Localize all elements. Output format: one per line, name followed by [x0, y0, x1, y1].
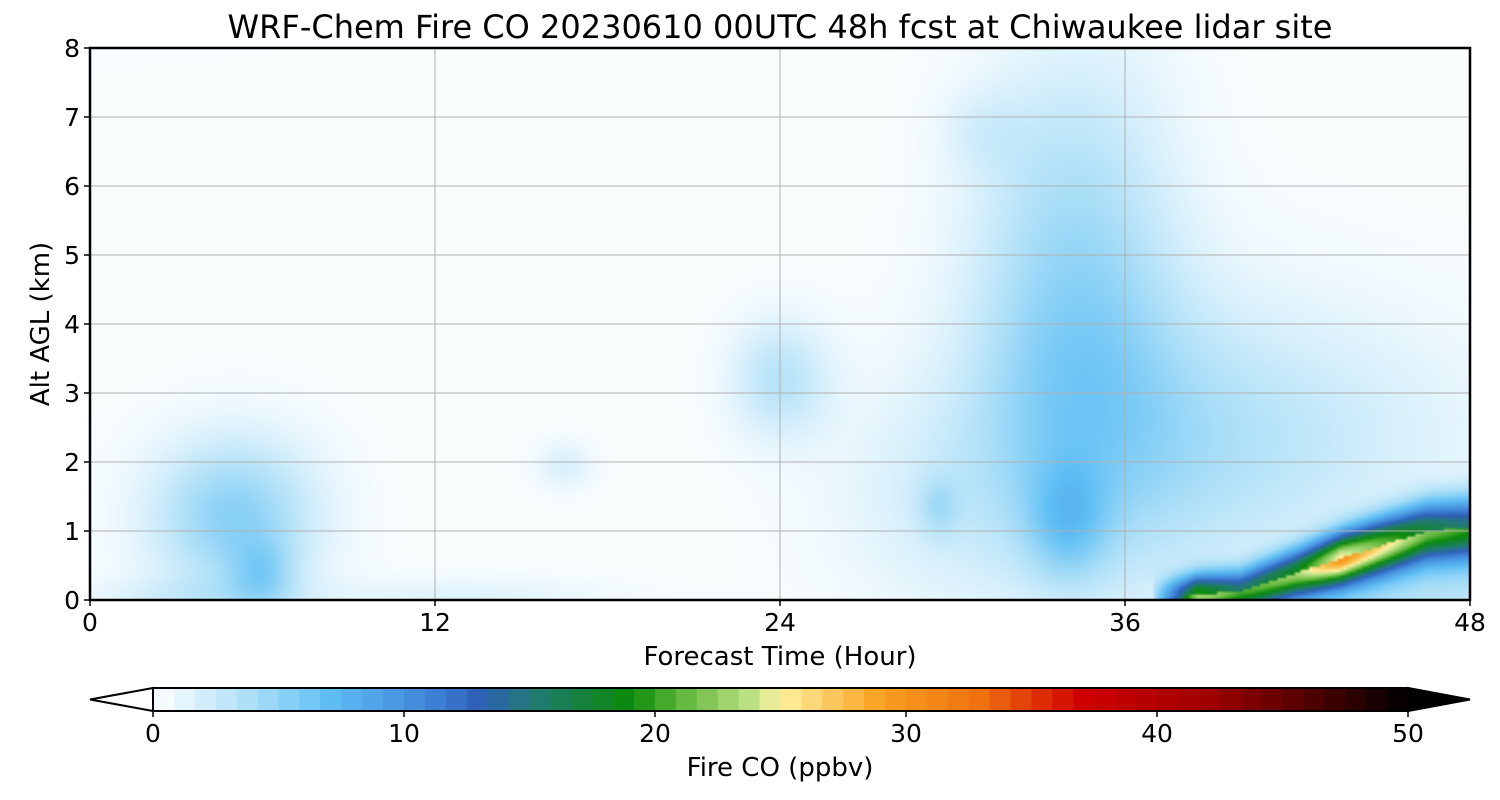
colorbar-tick-label: 0 — [145, 719, 161, 748]
colorbar-swatch — [1157, 688, 1179, 711]
y-tick-label: 4 — [64, 310, 80, 339]
colorbar-tick-label: 10 — [388, 719, 420, 748]
x-tick-label: 12 — [419, 608, 451, 637]
x-tick-label: 36 — [1109, 608, 1141, 637]
colorbar-swatch — [362, 688, 384, 711]
colorbar-swatch — [885, 688, 907, 711]
colorbar-swatch — [864, 688, 886, 711]
x-axis-ticks: 0 12 24 36 48 — [82, 600, 1486, 637]
colorbar-swatch — [1031, 688, 1054, 711]
x-tick-label: 48 — [1454, 608, 1486, 637]
colorbar-swatch — [801, 688, 823, 711]
colorbar-swatch — [550, 688, 572, 711]
colorbar-swatch — [1177, 688, 1200, 711]
colorbar-swatch — [215, 688, 238, 711]
colorbar-swatch — [173, 688, 196, 711]
colorbar-swatch — [717, 688, 740, 711]
y-tick-label: 0 — [64, 586, 80, 615]
y-axis-label: Alt AGL (km) — [26, 242, 56, 406]
y-tick-label: 1 — [64, 517, 80, 546]
colorbar-swatch — [968, 688, 991, 711]
colorbar-swatch — [341, 688, 363, 711]
colorbar-swatch — [906, 688, 928, 711]
colorbar-extend-low — [89, 686, 154, 713]
colorbar-swatch — [926, 688, 949, 711]
colorbar-swatch — [1366, 688, 1388, 711]
colorbar-swatch — [1387, 688, 1409, 711]
colorbar-swatch — [1010, 688, 1033, 711]
colorbar-swatch — [634, 688, 656, 711]
colorbar-swatch — [1324, 688, 1346, 711]
colorbar-swatch — [1198, 688, 1221, 711]
colorbar-tick-label: 50 — [1392, 719, 1424, 748]
colorbar-swatch — [1052, 688, 1074, 711]
gridlines — [90, 48, 1470, 600]
colorbar-swatch — [1073, 688, 1095, 711]
colorbar-swatch — [278, 688, 301, 711]
colorbar-swatch — [404, 688, 426, 711]
colorbar-swatch — [487, 688, 510, 711]
colorbar-swatch — [843, 688, 865, 711]
colorbar-swatch — [1240, 688, 1263, 711]
colorbar-extend-high — [1407, 686, 1471, 713]
colorbar-swatch — [529, 688, 552, 711]
colorbar-swatch — [257, 688, 280, 711]
y-tick-label: 8 — [64, 34, 80, 63]
colorbar-swatch — [299, 688, 321, 711]
colorbar-frame — [152, 687, 1409, 712]
colorbar-swatch — [989, 688, 1012, 711]
x-tick-label: 0 — [82, 608, 98, 637]
colorbar-swatch — [466, 688, 489, 711]
colorbar-swatch — [383, 688, 405, 711]
colorbar-label: Fire CO (ppbv) — [687, 753, 874, 783]
y-tick-label: 2 — [64, 448, 80, 477]
y-tick-label: 6 — [64, 172, 80, 201]
chart-title: WRF-Chem Fire CO 20230610 00UTC 48h fcst… — [228, 8, 1333, 46]
y-tick-label: 3 — [64, 379, 80, 408]
colorbar-swatch — [1261, 688, 1284, 711]
colorbar-swatch — [508, 688, 531, 711]
y-tick-label: 5 — [64, 241, 80, 270]
colorbar-swatch — [759, 688, 782, 711]
y-axis-ticks: 0 1 2 3 4 5 6 7 8 — [64, 34, 90, 615]
colorbar-swatch — [655, 688, 677, 711]
colorbar-swatch — [675, 688, 698, 711]
colorbar-swatch — [194, 688, 217, 711]
colorbar-swatch — [1303, 688, 1325, 711]
colorbar-swatch — [236, 688, 259, 711]
colorbar-swatch — [1345, 688, 1367, 711]
colorbar-tick-label: 30 — [890, 719, 922, 748]
colorbar-swatch — [445, 688, 468, 711]
colorbar-swatch — [1219, 688, 1242, 711]
colorbar-swatch — [780, 688, 803, 711]
colorbar-swatch — [153, 688, 175, 711]
colorbar-swatch — [1282, 688, 1305, 711]
x-tick-label: 24 — [764, 608, 796, 637]
y-tick-label: 7 — [64, 103, 80, 132]
colorbar-swatch — [424, 688, 447, 711]
colorbar-swatch — [696, 688, 719, 711]
colorbar-swatch — [571, 688, 593, 711]
x-axis-label: Forecast Time (Hour) — [643, 642, 916, 672]
colorbar-swatch — [1115, 688, 1137, 711]
colorbar-tick-label: 40 — [1141, 719, 1173, 748]
colorbar — [89, 686, 1471, 713]
colorbar-swatch — [320, 688, 342, 711]
colorbar-swatch — [822, 688, 844, 711]
colorbar-tick-label: 20 — [639, 719, 671, 748]
colorbar-swatch — [1094, 688, 1116, 711]
colorbar-swatch — [1136, 688, 1158, 711]
colorbar-swatch — [592, 688, 614, 711]
colorbar-swatch — [738, 688, 761, 711]
colorbar-swatch — [613, 688, 635, 711]
colorbar-swatch — [947, 688, 970, 711]
colorbar-ticks: 0 10 20 30 40 50 — [145, 711, 1424, 748]
